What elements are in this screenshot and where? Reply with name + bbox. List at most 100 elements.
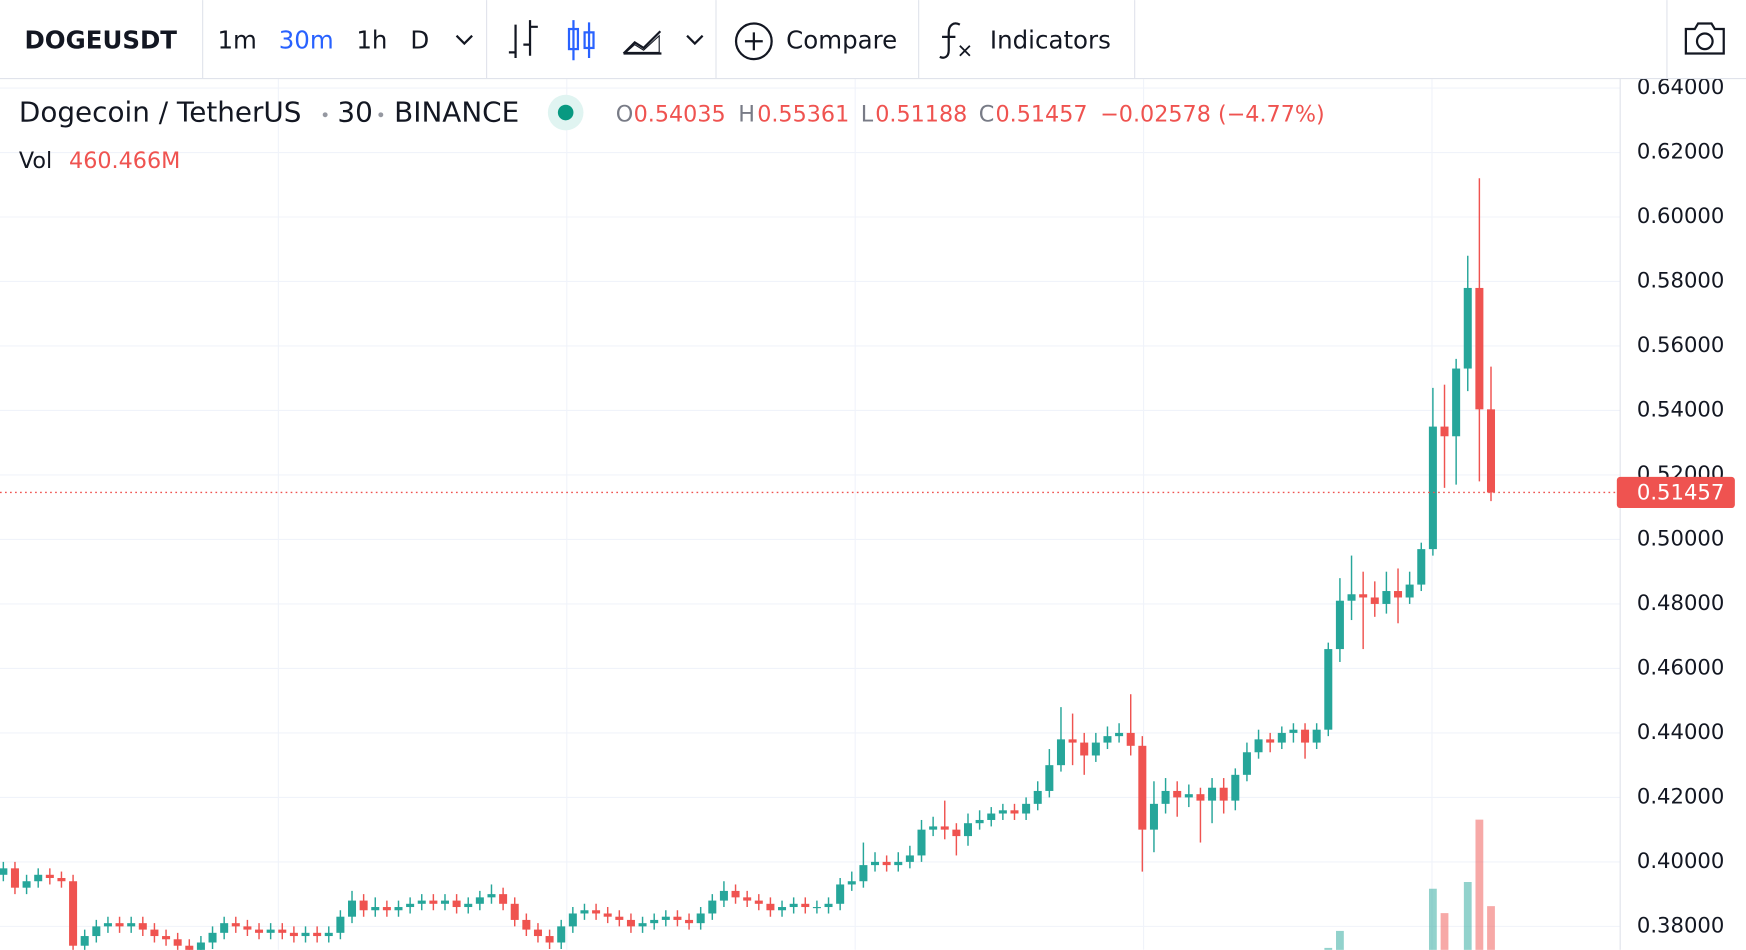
candle-body — [754, 900, 763, 904]
candle-body — [1405, 584, 1414, 598]
candle-body — [1196, 794, 1205, 801]
candle-body — [1219, 787, 1228, 801]
candle-body — [313, 932, 322, 937]
ohlc-label: C — [979, 101, 995, 127]
volume-bar — [1336, 930, 1344, 950]
candle-body — [731, 890, 740, 898]
interval-dropdown[interactable] — [455, 34, 473, 46]
candle-body — [138, 923, 147, 930]
candle-body — [1266, 739, 1275, 743]
candle-body — [568, 913, 577, 927]
candle-body — [22, 881, 31, 888]
candle-body — [150, 929, 159, 937]
volume-value: 460.466M — [69, 148, 180, 174]
volume-label: Vol — [19, 148, 52, 174]
y-tick-label: 0.48000 — [1637, 590, 1724, 615]
candle-body — [220, 923, 229, 933]
last-price-label: 0.51457 — [1637, 480, 1724, 505]
candle-body — [952, 829, 961, 837]
interval: 30 — [337, 96, 372, 129]
candle-body — [789, 903, 798, 908]
candle-body — [359, 900, 368, 911]
candle-body — [1033, 790, 1042, 804]
volume-bar — [1440, 913, 1449, 950]
intervals: 1m 30m 1h D — [217, 25, 429, 54]
candle-body — [1370, 597, 1379, 604]
status-dot — [557, 104, 574, 121]
interval-button[interactable]: 30m — [279, 25, 334, 54]
grid — [0, 79, 1621, 950]
candle-body — [1184, 794, 1193, 798]
area-style-icon[interactable] — [622, 30, 662, 55]
exchange: BINANCE — [394, 96, 519, 129]
dot — [322, 112, 328, 118]
candle-body — [196, 942, 205, 950]
symbol[interactable]: DOGEUSDT — [24, 25, 177, 54]
y-tick-label: 0.62000 — [1637, 139, 1724, 164]
candle-body — [638, 923, 647, 927]
compare-icon[interactable] — [734, 22, 773, 61]
candle-body — [57, 878, 66, 882]
interval-button[interactable]: 1m — [217, 25, 256, 54]
candle-body — [255, 929, 264, 933]
snapshot-icon[interactable] — [1684, 22, 1725, 55]
candle-body — [1173, 790, 1182, 798]
candle-body — [1022, 803, 1031, 814]
y-tick-label: 0.44000 — [1637, 719, 1724, 744]
separators — [202, 0, 1668, 79]
candle-body — [289, 932, 298, 937]
candle-body — [801, 903, 810, 908]
candle-body — [917, 829, 926, 856]
candle-body — [1242, 752, 1251, 775]
candle-body — [92, 926, 101, 937]
indicators-icon[interactable] — [939, 22, 971, 59]
candle-body — [603, 913, 612, 917]
candle-body — [1161, 790, 1170, 804]
interval-button[interactable]: 1h — [356, 25, 387, 54]
candle-body — [1231, 774, 1240, 801]
interval-button[interactable]: D — [410, 25, 429, 54]
candle-body — [685, 919, 694, 924]
candle-body — [266, 929, 275, 933]
volume-bar — [1487, 906, 1495, 950]
symbol-name: Dogecoin / TetherUS — [19, 96, 302, 129]
candle-style-icon[interactable] — [567, 20, 595, 61]
candle-body — [348, 900, 357, 917]
candle-body — [894, 861, 903, 866]
compare-button[interactable]: Compare — [786, 25, 897, 54]
candle-body — [650, 919, 659, 924]
indicators-button[interactable]: Indicators — [990, 25, 1111, 54]
candle-body — [975, 819, 984, 824]
candle-body — [464, 903, 473, 908]
candle-body — [278, 929, 287, 933]
candle-body — [1080, 742, 1089, 756]
candle-body — [162, 936, 171, 940]
candle-body — [1324, 649, 1333, 730]
candle-body — [34, 874, 43, 882]
volume-bar — [1463, 882, 1472, 950]
candle-body — [382, 907, 391, 911]
y-tick-label: 0.54000 — [1637, 396, 1724, 421]
candle-body — [545, 936, 554, 943]
candle-body — [80, 936, 89, 946]
ohlc-value: 0.54035 — [634, 101, 726, 127]
candle-body — [696, 913, 705, 924]
candle-body — [661, 916, 670, 920]
candle-body — [812, 907, 821, 909]
candle-body — [743, 897, 752, 901]
ohlc-label: O — [616, 101, 634, 127]
candle-body — [243, 926, 252, 930]
volume-bar — [1475, 819, 1484, 950]
candle-body — [301, 932, 310, 937]
candle-body — [1463, 287, 1472, 369]
candle-body — [1440, 426, 1449, 437]
candle-body — [836, 884, 845, 904]
candle-body — [371, 907, 380, 911]
candle-body — [987, 813, 996, 820]
style-dropdown[interactable] — [686, 34, 704, 46]
candle-body — [1347, 594, 1356, 601]
candle-body — [1091, 742, 1100, 756]
bar-style-icon[interactable] — [508, 20, 538, 58]
candle-body — [45, 874, 54, 879]
